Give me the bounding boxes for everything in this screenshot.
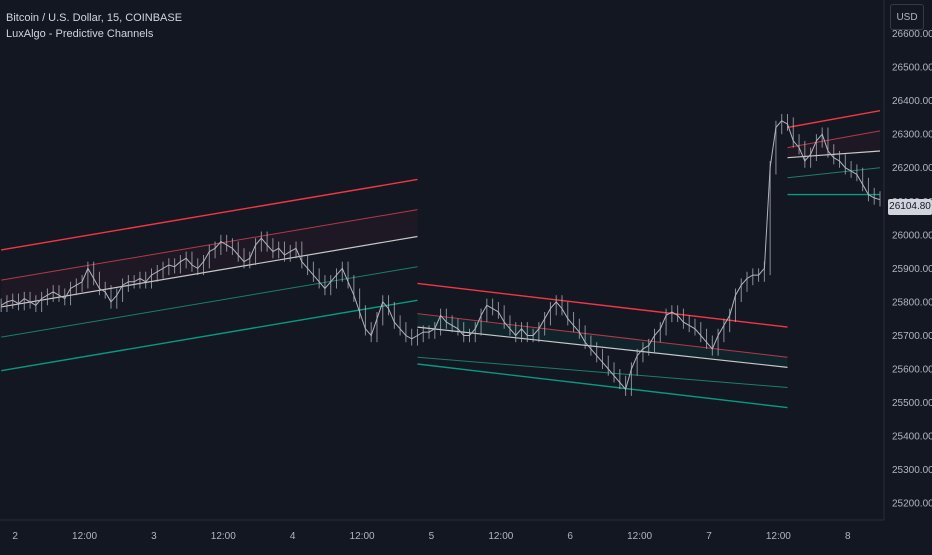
price-tick-label: 25800.00 [892, 297, 932, 308]
price-tick-label: 26200.00 [892, 163, 932, 174]
price-axis[interactable]: 26600.00 26500.00 26400.00 26300.00 26200.00… [883, 0, 932, 520]
channel-lower-inner-line [417, 356, 788, 388]
time-axis[interactable]: 2 12:00 3 12:00 4 12:00 5 12:00 6 12:00 7 12:00 8 [0, 519, 884, 542]
last-price-label: 26104.80 [888, 199, 932, 215]
price-tick-label: 25900.00 [892, 264, 932, 275]
price-tick-label: 25400.00 [892, 432, 932, 443]
time-tick-label: 12:00 [211, 531, 236, 542]
channel-middle-line [417, 326, 788, 368]
price-line [0, 120, 881, 391]
time-tick-label: 4 [290, 531, 296, 542]
price-tick-label: 25300.00 [892, 465, 932, 476]
price-tick-label: 26400.00 [892, 96, 932, 107]
price-tick-label: 26000.00 [892, 230, 932, 241]
chart-legend: Bitcoin / U.S. Dollar, 15, COINBASE LuxA… [6, 10, 182, 42]
price-tick-label: 26500.00 [892, 63, 932, 74]
channel-lower-outer-line [1, 299, 418, 372]
indicator-title[interactable]: LuxAlgo - Predictive Channels [6, 28, 154, 40]
time-tick-label: 12:00 [766, 531, 791, 542]
price-tick-label: 25500.00 [892, 398, 932, 409]
price-tick-label: 25200.00 [892, 499, 932, 510]
candles [0, 114, 881, 396]
currency-selector[interactable]: USD [890, 4, 924, 30]
time-tick-label: 3 [151, 531, 157, 542]
channel-upper-outer-line [787, 110, 881, 129]
time-tick-label: 2 [12, 531, 18, 542]
time-tick-label: 12:00 [350, 531, 375, 542]
channel-upper-outer-line [1, 178, 418, 251]
time-tick-label: 8 [845, 531, 851, 542]
time-tick-label: 5 [429, 531, 435, 542]
channel-upper-inner-line [787, 130, 881, 149]
channel-upper-outer-line [417, 282, 788, 328]
time-tick-label: 7 [706, 531, 712, 542]
price-tick-label: 25600.00 [892, 365, 932, 376]
time-tick-label: 12:00 [488, 531, 513, 542]
channel-lower-outer-line [417, 363, 788, 409]
price-tick-label: 26300.00 [892, 130, 932, 141]
channel-lower-inner-line [787, 167, 881, 179]
time-tick-label: 12:00 [72, 531, 97, 542]
price-tick-label: 26600.00 [892, 29, 932, 40]
time-tick-label: 6 [567, 531, 573, 542]
price-tick-label: 25700.00 [892, 331, 932, 342]
symbol-title[interactable]: Bitcoin / U.S. Dollar, 15, COINBASE [6, 12, 183, 24]
time-tick-label: 12:00 [627, 531, 652, 542]
